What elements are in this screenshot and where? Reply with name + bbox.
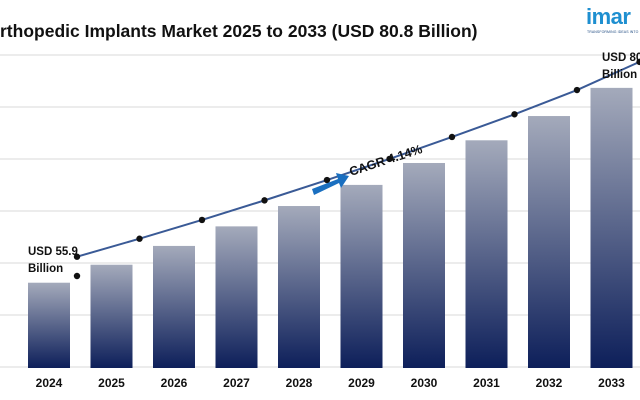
bar-2027: [215, 226, 258, 368]
trend-point-2031: [511, 111, 518, 118]
end-value-label-line1: USD 80: [602, 52, 640, 64]
bar-2033: [590, 87, 633, 369]
bar-2028: [278, 206, 320, 368]
x-tick-labels: 2024 2025 2026 2027 2028 2029 2030 2031 2032 2033: [36, 376, 626, 390]
chart-title: rthopedic Implants Market 2025 to 2033 (…: [0, 21, 478, 41]
bar-2025: [90, 264, 133, 368]
trend-point-2028: [323, 176, 331, 184]
x-tick-label: 2029: [348, 376, 375, 390]
x-tick-label: 2026: [161, 376, 188, 390]
x-tick-label: 2033: [598, 376, 625, 390]
end-value-label-line2: Billion: [602, 69, 637, 81]
x-tick-label: 2027: [223, 376, 250, 390]
x-tick-label: 2028: [286, 376, 313, 390]
trend-markers: [73, 58, 640, 280]
start-value-label-line2: Billion: [28, 263, 63, 275]
trend-line: [76, 60, 640, 258]
trend-polyline: [76, 60, 640, 258]
trend-point-2027: [261, 197, 268, 204]
x-tick-label: 2030: [411, 376, 438, 390]
trend-point-2025: [136, 235, 143, 242]
cagr-arrow-icon: [312, 173, 349, 195]
bar-2029: [340, 184, 383, 368]
trend-point-2024: [73, 253, 81, 260]
trend-point-2026: [198, 216, 206, 224]
bar-2026: [153, 245, 195, 368]
trend-point-2032: [573, 86, 581, 94]
bars: [28, 87, 633, 369]
trend-point-start: [73, 272, 81, 280]
cagr-arrow: [312, 173, 349, 195]
bar-2031: [465, 140, 508, 368]
bar-2030: [403, 162, 445, 368]
start-value-label-line1: USD 55.9: [28, 246, 78, 258]
trend-point-2033: [636, 58, 640, 66]
x-tick-label: 2024: [36, 376, 63, 390]
x-tick-label: 2031: [473, 376, 500, 390]
bar-2024: [28, 282, 70, 368]
logo-wordmark: imar: [586, 4, 631, 29]
trend-point-2029: [386, 155, 393, 163]
x-tick-label: 2025: [98, 376, 125, 390]
x-tick-label: 2032: [536, 376, 563, 390]
bar-2032: [528, 116, 570, 368]
logo-tagline: TRANSFORMING IDEAS INTO: [587, 30, 639, 34]
trend-point-2030: [448, 133, 456, 141]
imarc-logo: imar TRANSFORMING IDEAS INTO: [586, 4, 640, 38]
